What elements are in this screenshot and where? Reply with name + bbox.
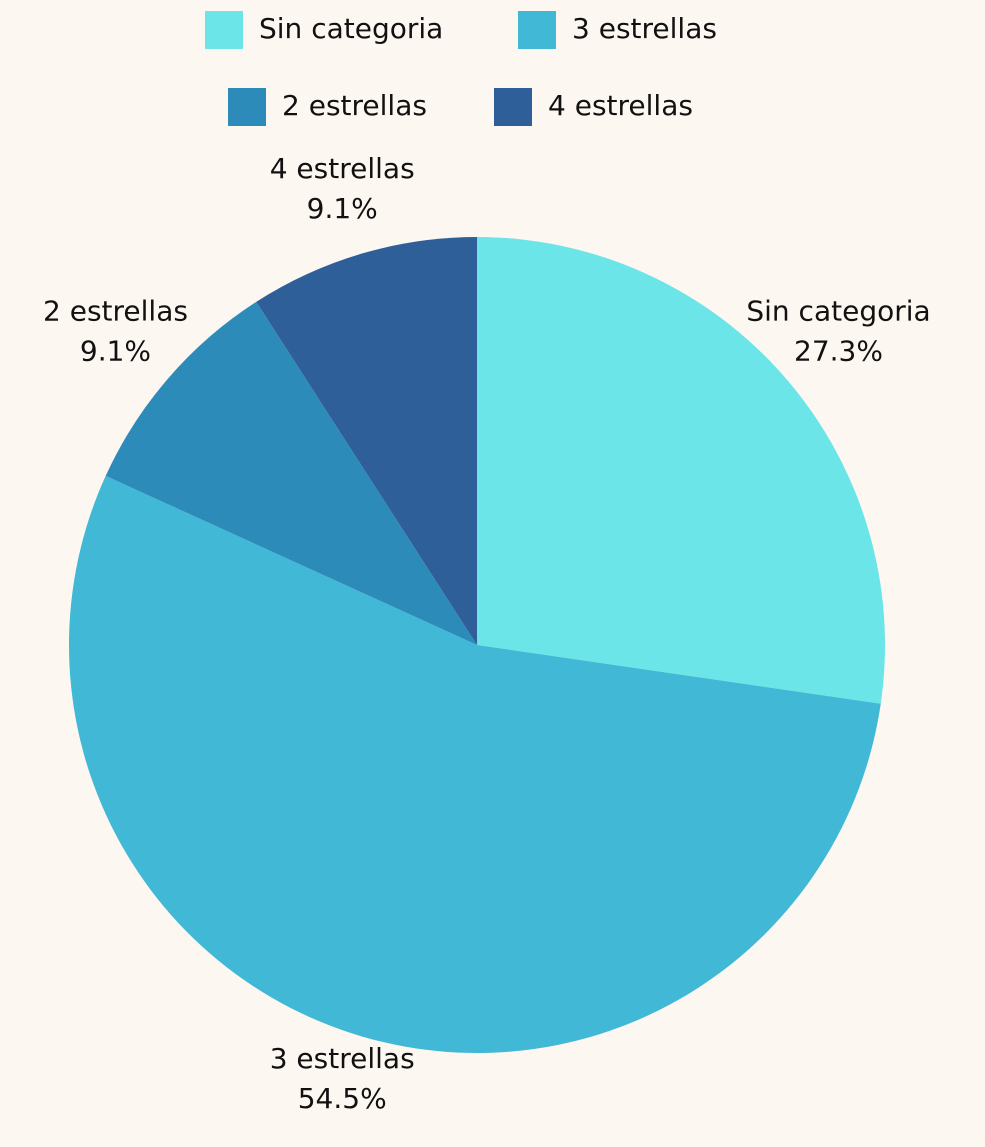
slice-label: 2 estrellas — [43, 294, 188, 327]
pie-slice — [477, 237, 885, 704]
slice-value-label: 9.1% — [307, 192, 378, 225]
legend-swatch — [228, 88, 266, 126]
legend-swatch — [205, 11, 243, 49]
legend-swatch — [494, 88, 532, 126]
legend-label: 2 estrellas — [282, 89, 427, 122]
pie-slice — [105, 301, 478, 645]
legend-label: 3 estrellas — [572, 12, 717, 45]
legend-swatch — [518, 11, 556, 49]
slice-label: 3 estrellas — [270, 1042, 415, 1075]
slice-value-label: 9.1% — [80, 334, 151, 367]
pie-slice — [256, 237, 477, 645]
pie-slice — [68, 475, 881, 1053]
legend-label: 4 estrellas — [548, 89, 693, 122]
slice-value-label: 27.3% — [794, 334, 883, 367]
slice-label: 4 estrellas — [270, 152, 415, 185]
slice-label: Sin categoria — [746, 294, 930, 327]
slice-value-label: 54.5% — [298, 1082, 387, 1115]
legend-label: Sin categoria — [259, 12, 443, 45]
